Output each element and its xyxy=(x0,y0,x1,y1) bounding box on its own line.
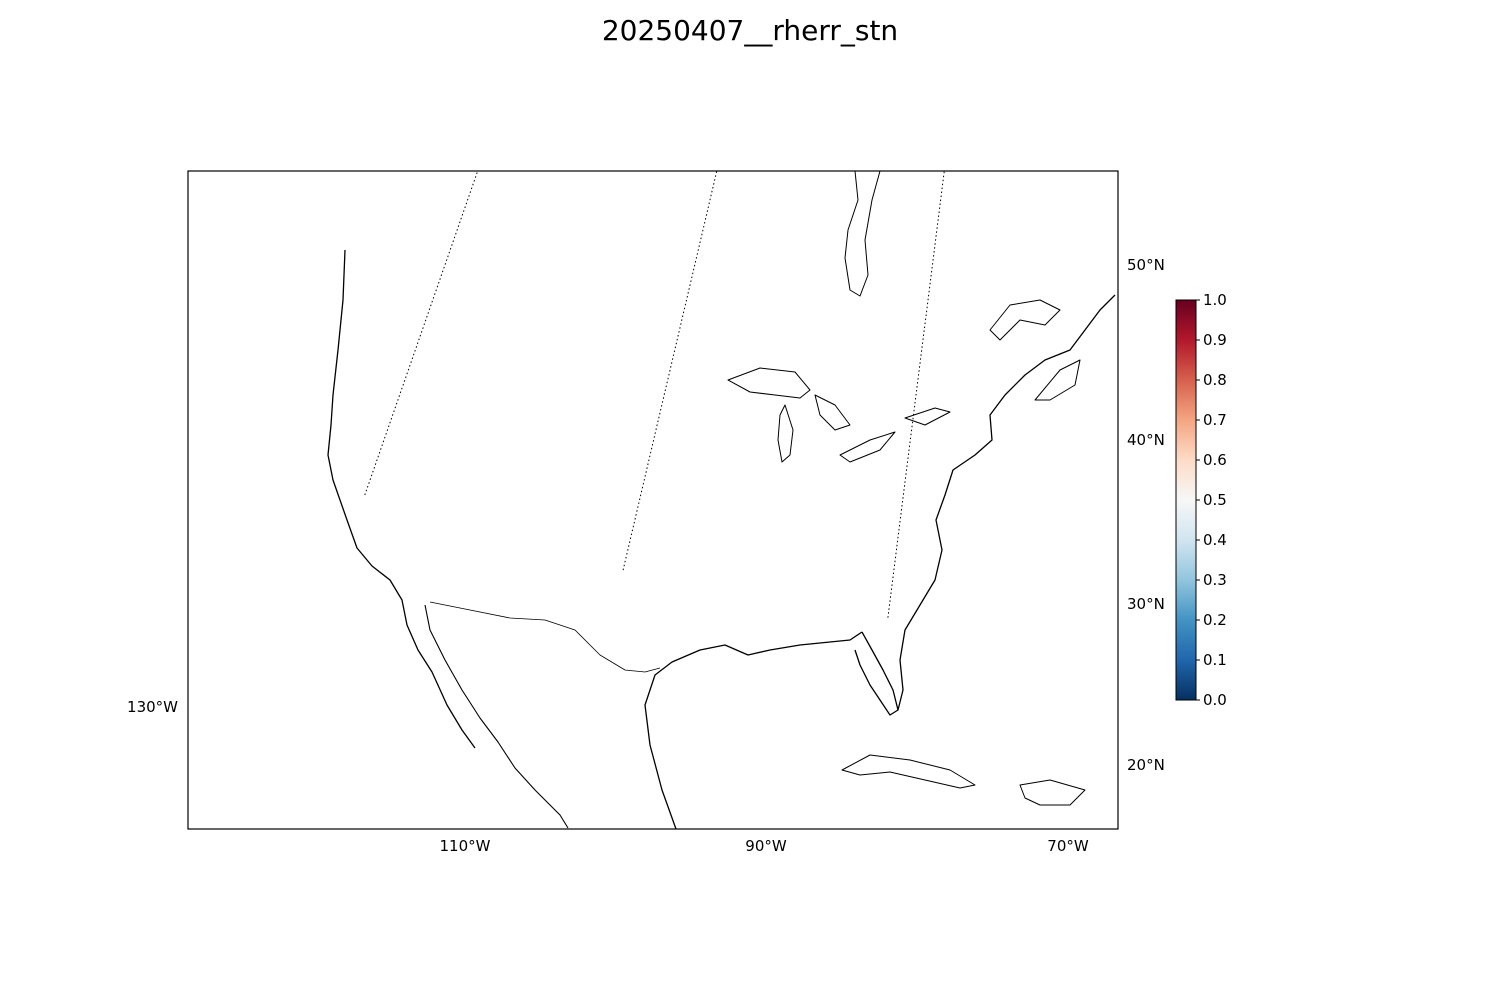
colorbar-tick-label: 0.9 xyxy=(1203,331,1227,349)
cuba-coastline xyxy=(841,754,976,789)
lake-huron xyxy=(814,394,851,431)
longitude-label: 110°W xyxy=(440,837,491,855)
lake-ontario xyxy=(904,407,951,426)
colorbar-tick-label: 0.6 xyxy=(1203,451,1227,469)
meridian-line xyxy=(408,0,1426,629)
lake-superior xyxy=(727,367,811,399)
maritimes-coastline xyxy=(989,299,1061,341)
colorbar-tick-label: 0.0 xyxy=(1203,691,1227,709)
east-coastline xyxy=(897,294,1116,711)
colorbar-ticks: 0.0 0.1 0.2 0.3 0.4 0.5 0.6 0.7 0.8 0.9 1.0 xyxy=(1196,291,1227,709)
figure-title: 20250407__rherr_stn xyxy=(601,14,899,47)
latitude-label: 50°N xyxy=(1127,256,1165,274)
latitude-labels: 50°N 40°N 30°N 20°N xyxy=(1127,256,1165,774)
longitude-label: 70°W xyxy=(1047,837,1089,855)
longitude-labels: 130°W 110°W 90°W 70°W xyxy=(127,698,1089,855)
hudson-bay-coastline xyxy=(844,171,881,297)
colorbar-bar xyxy=(1175,299,1197,701)
colorbar-tick-label: 0.5 xyxy=(1203,491,1227,509)
longitude-label: 130°W xyxy=(127,698,178,716)
map-axes: 50°N 40°N 30°N 20°N 130°W 110°W 90°W 70°W xyxy=(0,0,1500,855)
colorbar: 0.0 0.1 0.2 0.3 0.4 0.5 0.6 0.7 0.8 0.9 1.0 xyxy=(1175,291,1227,709)
nova-scotia-coastline xyxy=(1034,359,1081,401)
colorbar-tick-label: 1.0 xyxy=(1203,291,1227,309)
longitude-label: 90°W xyxy=(745,837,787,855)
us-mexico-border xyxy=(429,601,661,673)
colorbar-tick-label: 0.2 xyxy=(1203,611,1227,629)
meridian-line xyxy=(0,0,1500,528)
colorbar-tick-label: 0.4 xyxy=(1203,531,1227,549)
latitude-label: 20°N xyxy=(1127,756,1165,774)
lake-michigan xyxy=(777,404,794,463)
florida-coastline xyxy=(854,631,899,716)
graticule xyxy=(0,0,1500,629)
colorbar-tick-label: 0.8 xyxy=(1203,371,1227,389)
latitude-label: 40°N xyxy=(1127,431,1165,449)
gulf-coastline xyxy=(644,631,863,829)
coastline-and-borders xyxy=(327,171,1116,829)
meridian-line xyxy=(622,171,718,571)
hispaniola-coastline xyxy=(1019,779,1086,806)
latitude-label: 30°N xyxy=(1127,595,1165,613)
lake-erie xyxy=(839,431,896,463)
west-coastline xyxy=(327,249,476,749)
colorbar-tick-label: 0.7 xyxy=(1203,411,1227,429)
meridian-line xyxy=(0,0,1500,593)
mexico-pacific-coastline xyxy=(424,604,569,829)
colorbar-tick-label: 0.1 xyxy=(1203,651,1227,669)
colorbar-tick-label: 0.3 xyxy=(1203,571,1227,589)
map-frame xyxy=(187,170,1119,830)
